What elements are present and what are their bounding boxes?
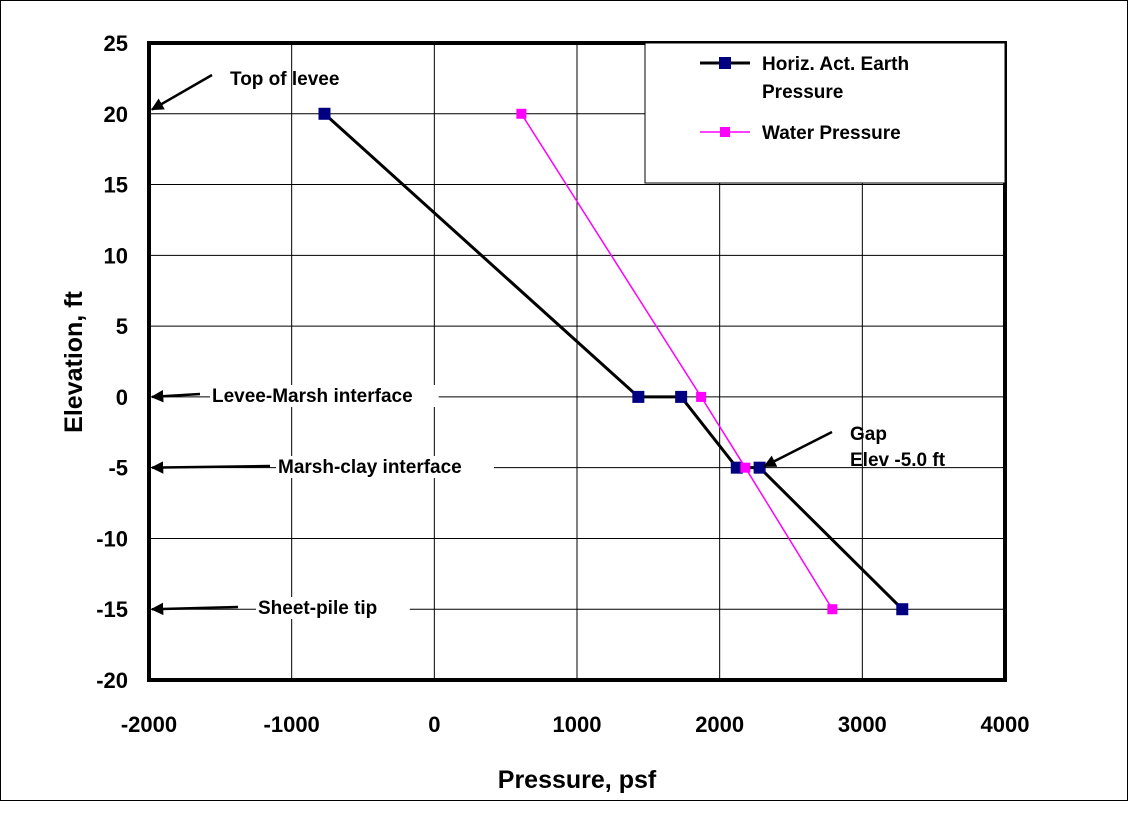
y-tick-label: -10 (96, 526, 128, 551)
x-tick-label: -1000 (264, 712, 320, 737)
series-layer (318, 107, 909, 616)
legend: Horiz. Act. Earth Pressure Water Pressure (644, 42, 1006, 184)
series-earth-pressure (318, 107, 909, 616)
annotation-label: Top of levee (230, 69, 339, 90)
y-tick-label: -15 (96, 597, 128, 622)
annotations: Top of levee Levee-Marsh interface Marsh-c… (150, 69, 946, 619)
y-tick-label: -20 (96, 668, 128, 693)
earth-pressure-point (318, 107, 331, 120)
annotation-top-of-levee: Top of levee (150, 69, 339, 111)
y-tick-label: 5 (116, 314, 128, 339)
annotation-arrow (150, 73, 213, 111)
legend-label: Horiz. Act. Earth (762, 54, 909, 75)
y-tick-label: 15 (104, 173, 128, 198)
y-tick-label: 20 (104, 102, 128, 127)
x-tick-label: 1000 (553, 712, 602, 737)
x-axis-title: Pressure, psf (498, 766, 657, 794)
annotation-levee-marsh: Levee-Marsh interface (150, 385, 439, 407)
earth-pressure-point (675, 390, 688, 403)
annotation-label-background (210, 385, 439, 407)
y-tick-label: 25 (104, 31, 128, 56)
annotation-arrow (150, 389, 201, 403)
water-pressure-line (520, 113, 834, 610)
series-water-pressure (516, 108, 838, 615)
y-tick-label: 10 (104, 243, 128, 268)
annotation-label: Sheet-pile tip (258, 598, 377, 619)
y-axis-title: Elevation, ft (60, 290, 88, 432)
plot-area-border (147, 41, 1007, 682)
x-tick-label: 2000 (695, 712, 744, 737)
legend-marker (720, 127, 730, 137)
tick-labels: -2000 -1000 0 1000 2000 3000 4000 25 20 15 10 5 0 -5 -… (96, 31, 1029, 737)
annotation-label: Marsh-clay interface (278, 457, 462, 478)
legend-marker (719, 57, 731, 69)
annotation-label: Elev -5.0 ft (850, 450, 946, 471)
y-tick-label: 0 (116, 385, 128, 410)
water-pressure-point (696, 391, 707, 402)
earth-pressure-line (323, 112, 904, 611)
x-tick-label: 0 (428, 712, 440, 737)
annotation-arrow (150, 461, 271, 474)
earth-pressure-point (632, 390, 645, 403)
annotation-label-background (276, 456, 494, 478)
annotation-marsh-clay: Marsh-clay interface (150, 456, 494, 478)
earth-pressure-point (896, 603, 909, 616)
annotation-arrow (763, 430, 833, 468)
x-tick-label: -2000 (121, 712, 177, 737)
legend-box (644, 42, 1006, 184)
water-pressure-point (516, 108, 527, 119)
water-pressure-point (827, 604, 838, 615)
annotation-label: Gap (850, 424, 887, 445)
water-pressure-point (740, 462, 751, 473)
annotation-label-background (256, 597, 410, 619)
legend-label: Water Pressure (762, 123, 901, 144)
legend-label: Pressure (762, 82, 843, 103)
x-tick-label: 3000 (838, 712, 887, 737)
earth-pressure-point (753, 461, 766, 474)
annotation-sheet-pile-tip: Sheet-pile tip (150, 597, 410, 619)
x-tick-label: 4000 (981, 712, 1030, 737)
y-tick-label: -5 (108, 456, 128, 481)
annotation-gap: Gap Elev -5.0 ft (763, 424, 946, 471)
earth-pressure-point (730, 461, 743, 474)
annotation-arrow (150, 602, 239, 616)
annotation-label: Levee-Marsh interface (212, 386, 413, 407)
